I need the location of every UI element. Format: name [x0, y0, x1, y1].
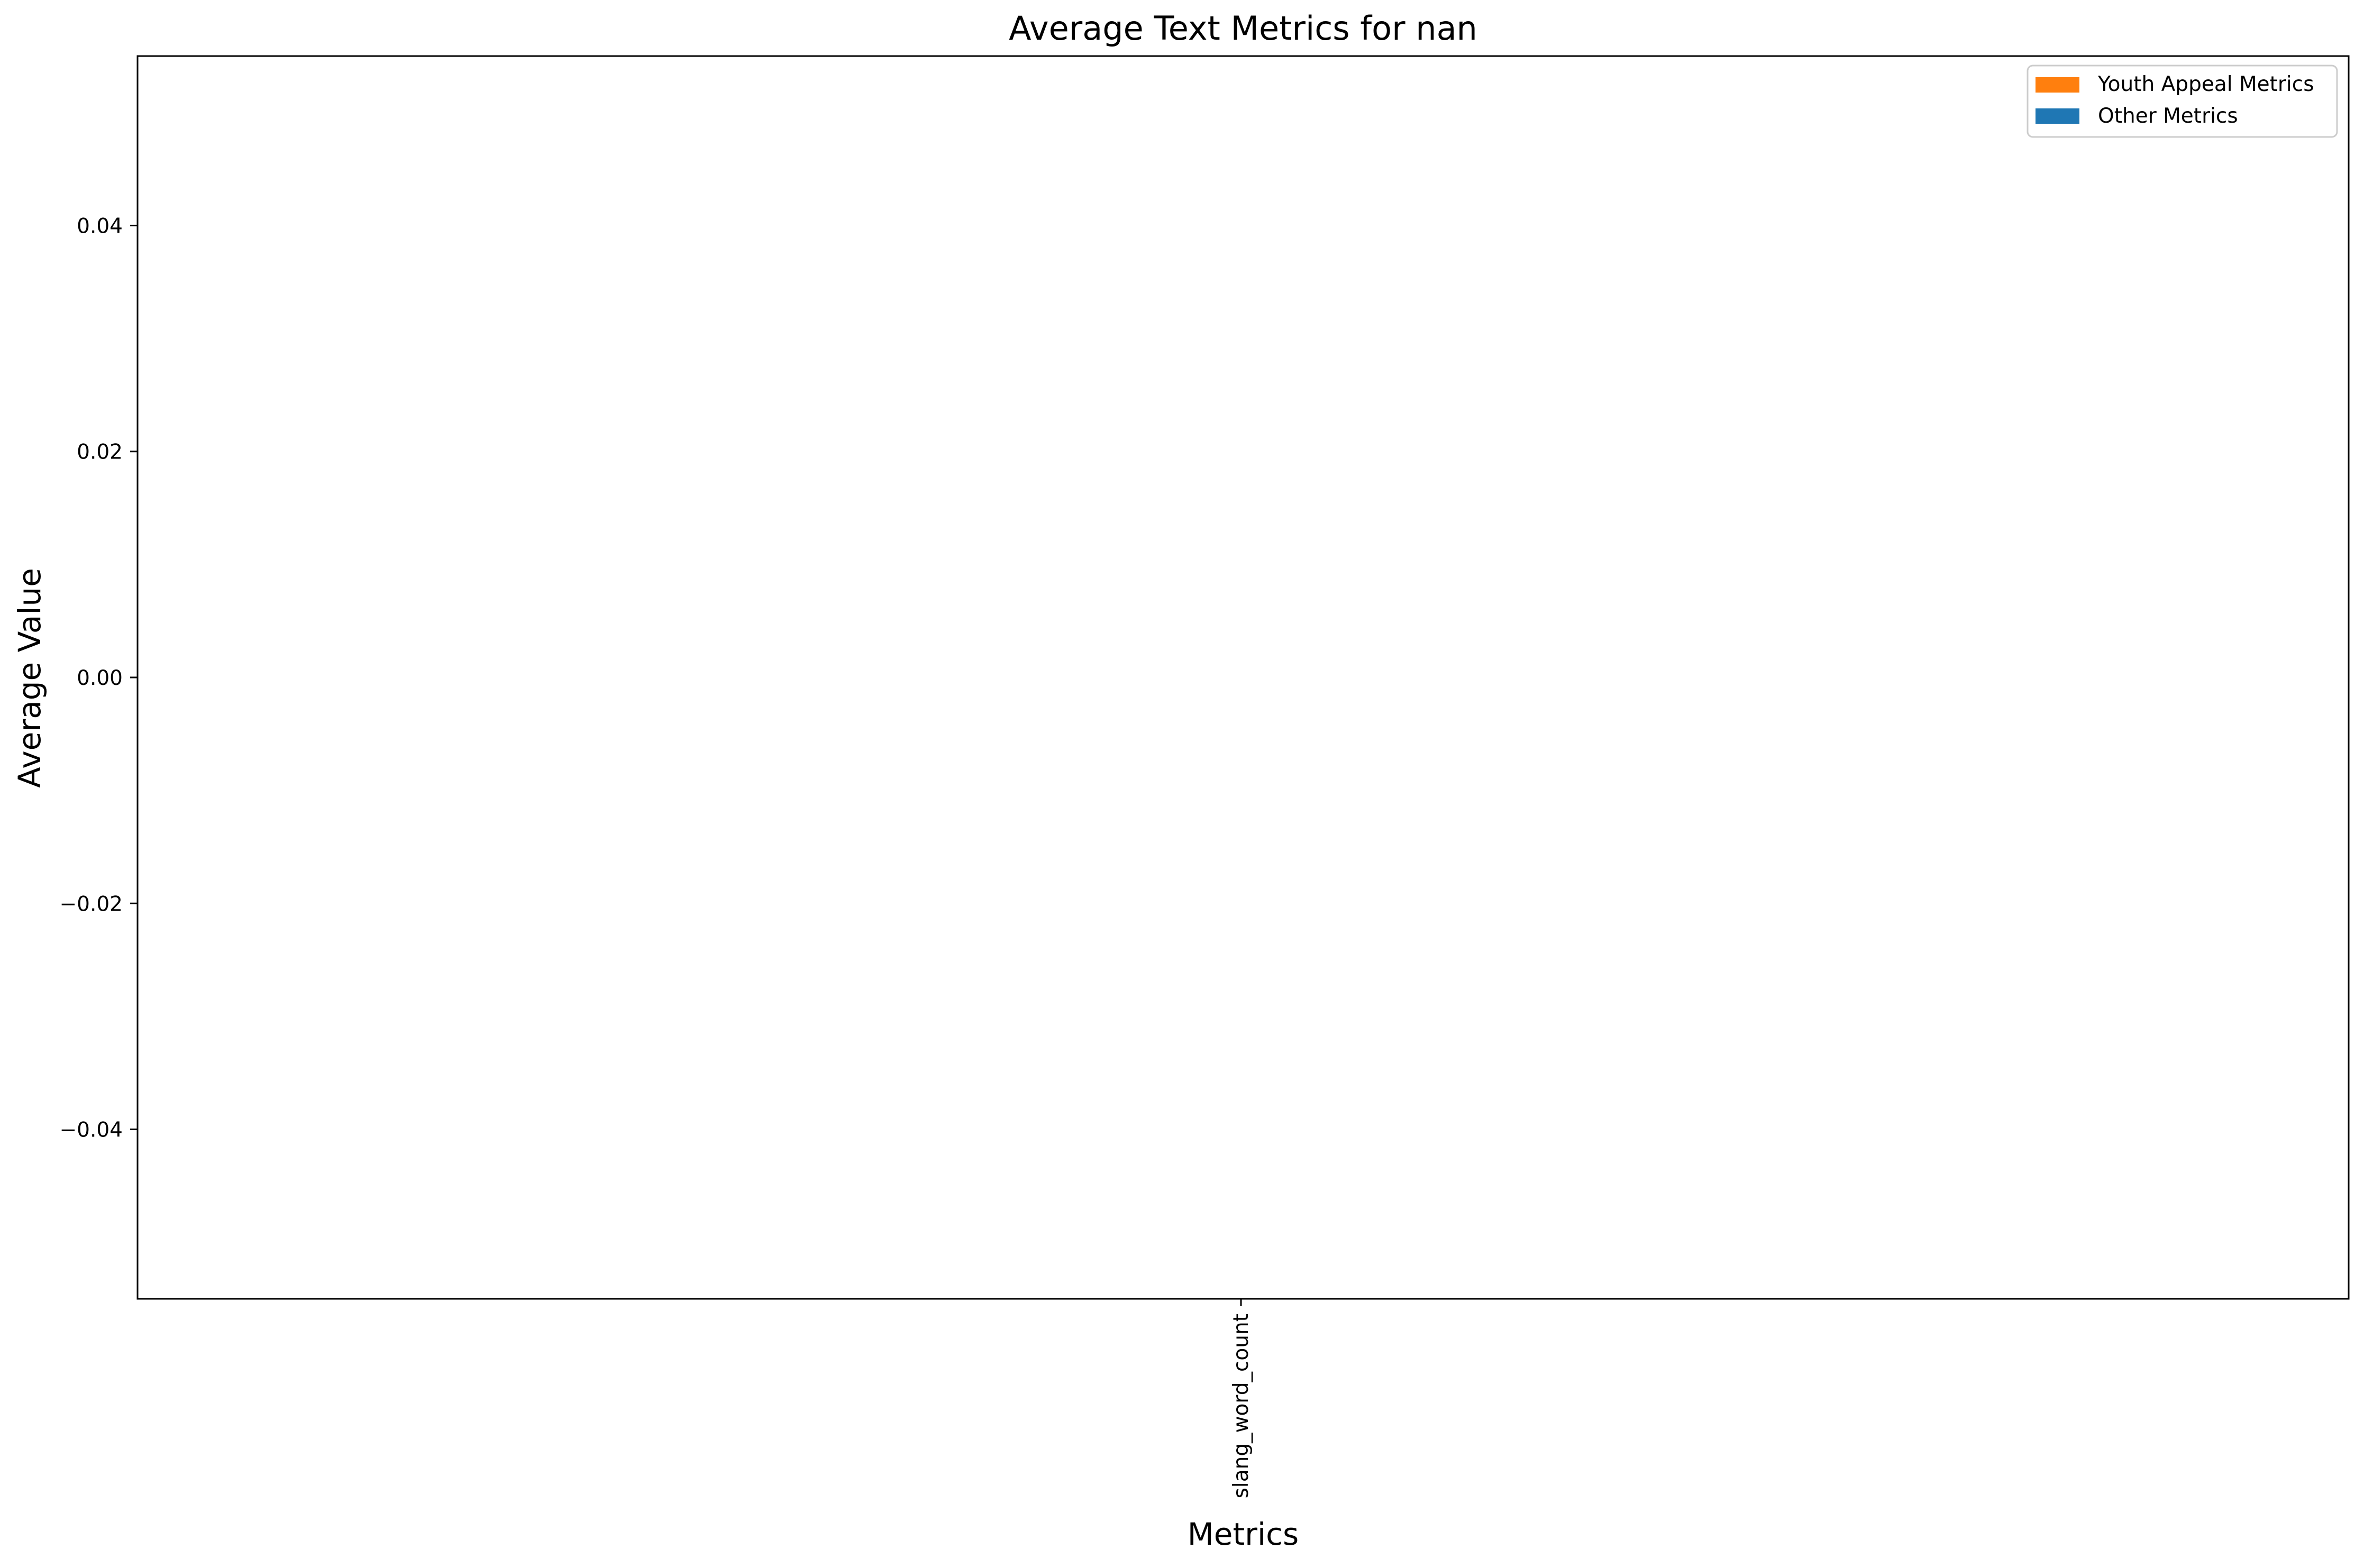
legend-swatch-youth-appeal-metrics	[2036, 77, 2079, 93]
legend-frame	[2027, 65, 2338, 138]
y-axis-ticks: 0.04 0.02 0.00 −0.02 −0.04	[59, 214, 138, 1142]
y-tick-label: 0.04	[77, 214, 123, 238]
x-axis-ticks: slang_word_count	[1229, 1299, 1253, 1498]
legend-label-other-metrics: Other Metrics	[2098, 104, 2238, 128]
x-axis-label: Metrics	[1188, 1516, 1299, 1552]
y-tick-label: −0.04	[59, 1118, 123, 1142]
x-tick-label: slang_word_count	[1229, 1314, 1253, 1498]
legend-swatch-other-metrics	[2036, 108, 2079, 124]
legend: Youth Appeal Metrics Other Metrics	[2027, 65, 2338, 138]
legend-label-youth-appeal-metrics: Youth Appeal Metrics	[2097, 72, 2314, 96]
y-axis-label: Average Value	[12, 568, 48, 788]
chart-title: Average Text Metrics for nan	[1009, 9, 1477, 48]
y-tick-label: −0.02	[59, 892, 123, 916]
y-tick-label: 0.00	[77, 666, 123, 690]
y-tick-label: 0.02	[77, 441, 123, 464]
plot-area: 0.04 0.02 0.00 −0.02 −0.04 slang_word_count	[59, 55, 2350, 1498]
